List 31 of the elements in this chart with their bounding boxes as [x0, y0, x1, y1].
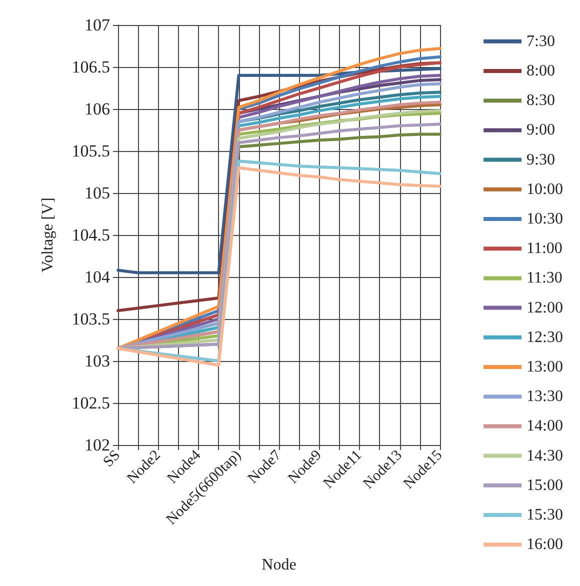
- legend-label: 10:00: [526, 180, 564, 198]
- legend-label: 14:00: [526, 418, 564, 435]
- y-tick-label: 104.5: [72, 226, 110, 244]
- legend-label: 12:00: [526, 299, 564, 316]
- legend-label: 12:30: [526, 328, 564, 346]
- y-tick-label: 103.5: [72, 310, 110, 328]
- legend-label: 8:30: [526, 92, 556, 110]
- legend-label: 7:30: [526, 32, 556, 50]
- legend-label: 13:30: [526, 388, 564, 406]
- y-tick-label: 106.5: [72, 58, 110, 76]
- y-tick-label: 105: [84, 184, 110, 202]
- legend-label: 15:00: [526, 476, 564, 494]
- y-tick-label: 107: [84, 16, 110, 34]
- legend-label: 9:30: [526, 151, 556, 168]
- y-tick-label: 106: [84, 100, 110, 118]
- legend-label: 13:00: [526, 358, 564, 376]
- y-tick-label: 103: [84, 352, 110, 370]
- y-axis-title: Voltage [V]: [40, 198, 56, 272]
- legend-label: 15:30: [526, 506, 564, 524]
- legend-label: 11:30: [526, 270, 562, 287]
- y-tick-label: 102.5: [72, 394, 110, 412]
- legend-label: 14:30: [526, 447, 564, 464]
- legend-label: 9:00: [526, 122, 556, 139]
- legend-label: 16:00: [526, 536, 564, 554]
- legend-label: 8:00: [526, 62, 556, 80]
- legend-label: 11:00: [526, 240, 562, 258]
- y-tick-label: 102: [84, 436, 110, 454]
- legend-label: 10:30: [526, 210, 564, 228]
- y-tick-label: 105.5: [72, 142, 110, 160]
- x-axis-title: Node: [262, 556, 296, 574]
- y-tick-label: 104: [84, 268, 110, 286]
